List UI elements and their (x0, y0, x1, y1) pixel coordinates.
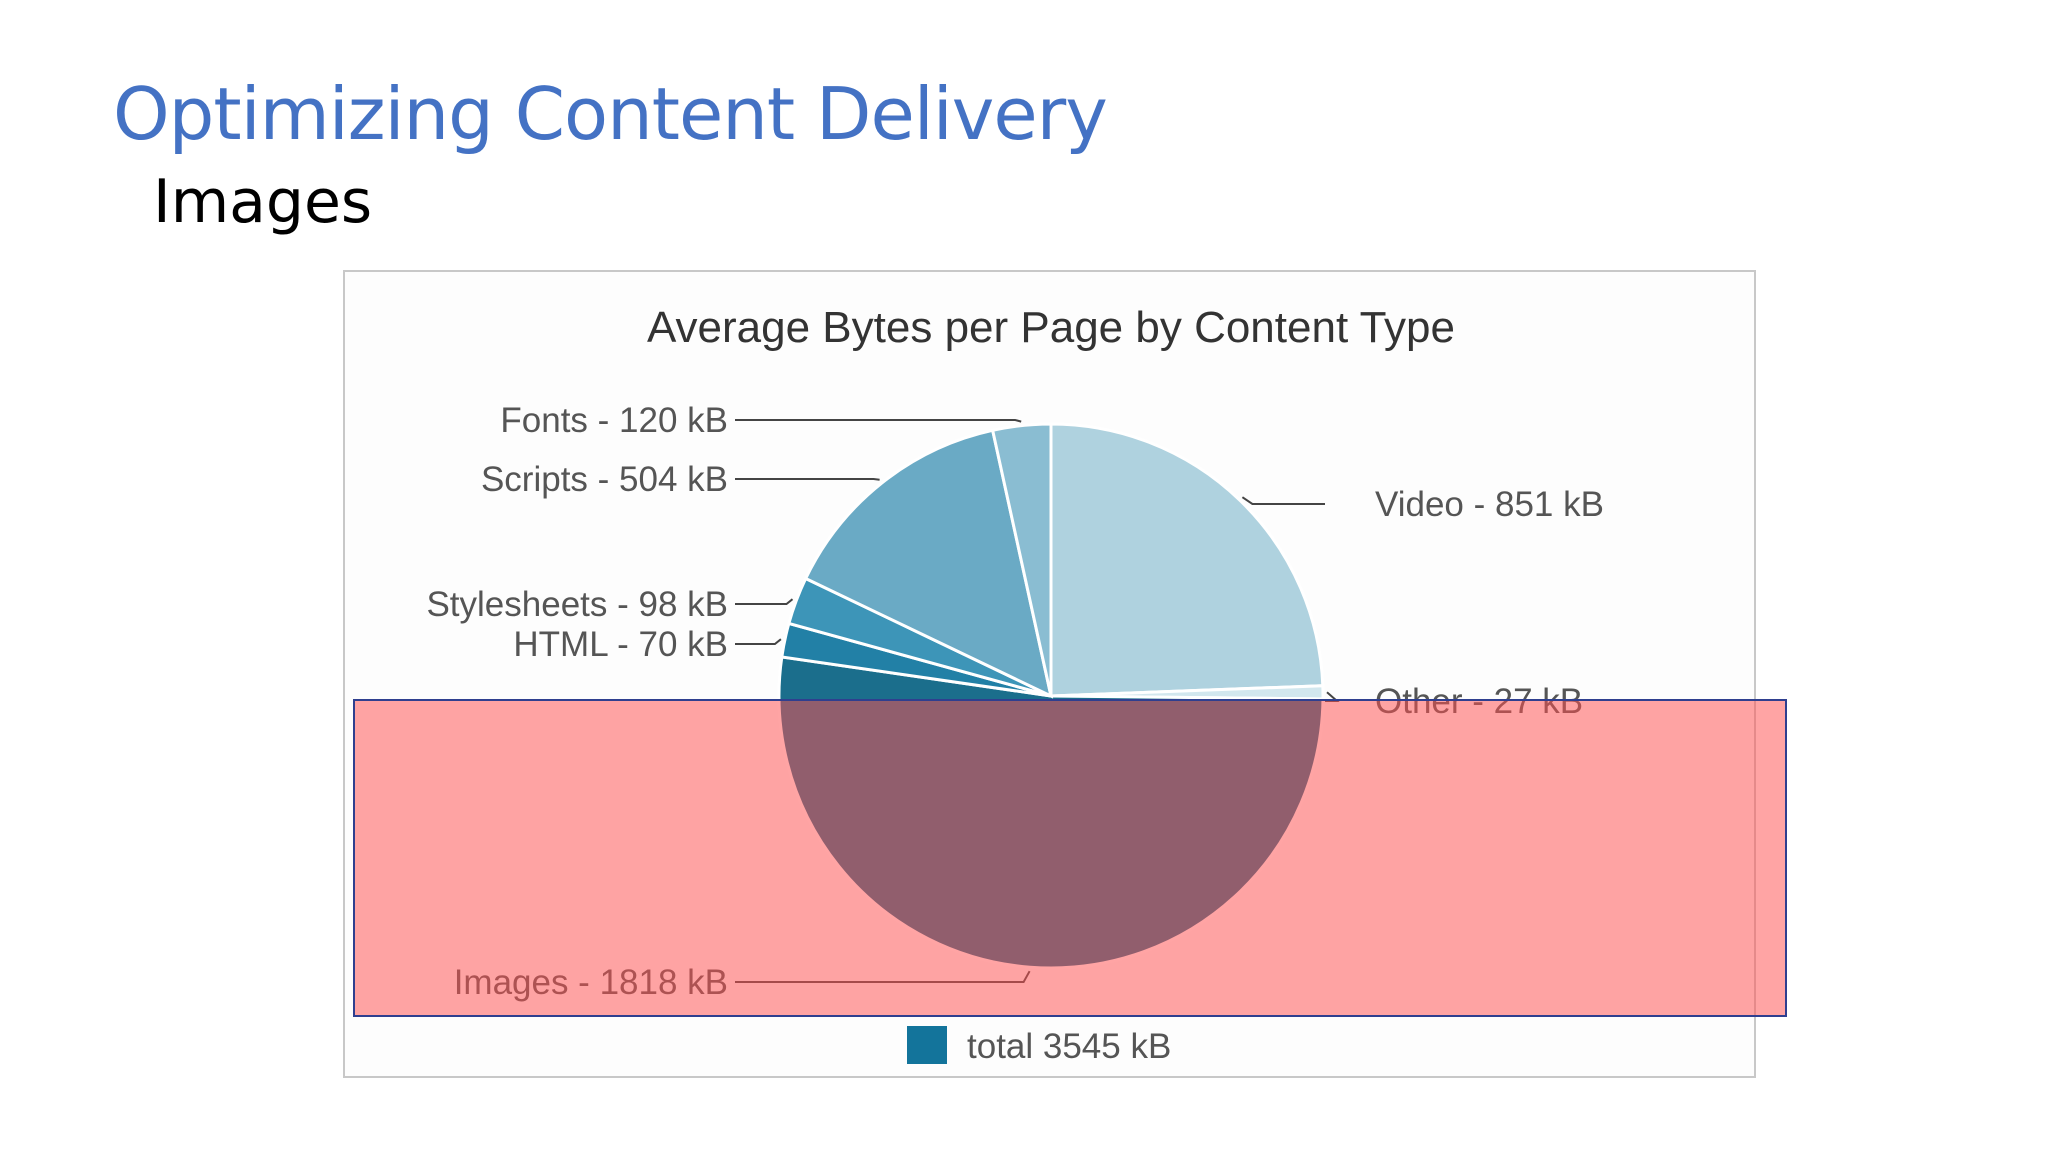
legend-swatch (907, 1026, 947, 1064)
leader-line (735, 638, 782, 645)
pie-slice (803, 428, 1054, 699)
slice-label: Stylesheets - 98 kB (426, 585, 728, 624)
slide-title: Optimizing Content Delivery (113, 72, 1108, 156)
leader-line (735, 478, 880, 481)
slice-label: Scripts - 504 kB (481, 460, 728, 499)
legend-label: total 3545 kB (967, 1027, 1171, 1066)
leader-line (735, 970, 1031, 983)
slide-subtitle: Images (153, 167, 373, 237)
pie-slices (777, 422, 1325, 970)
slice-label: Video - 851 kB (1375, 485, 1604, 524)
leader-line (735, 419, 1022, 423)
pie-slice (990, 422, 1053, 697)
slice-label: Images - 1818 kB (454, 963, 728, 1002)
slice-label: HTML - 70 kB (513, 625, 728, 664)
leader-line (735, 598, 794, 605)
leader-line (1241, 496, 1325, 505)
pie-slice (777, 655, 1325, 970)
slice-label: Other - 27 kB (1375, 682, 1583, 721)
chart-frame: Average Bytes per Page by Content Type V… (343, 270, 1756, 1078)
leader-line (1325, 691, 1340, 702)
chart-title: Average Bytes per Page by Content Type (647, 303, 1455, 352)
slice-label: Fonts - 120 kB (500, 401, 728, 440)
pie-chart: Average Bytes per Page by Content Type V… (426, 303, 1604, 1066)
pie-slice (1049, 422, 1325, 698)
legend: total 3545 kB (907, 1026, 1171, 1066)
